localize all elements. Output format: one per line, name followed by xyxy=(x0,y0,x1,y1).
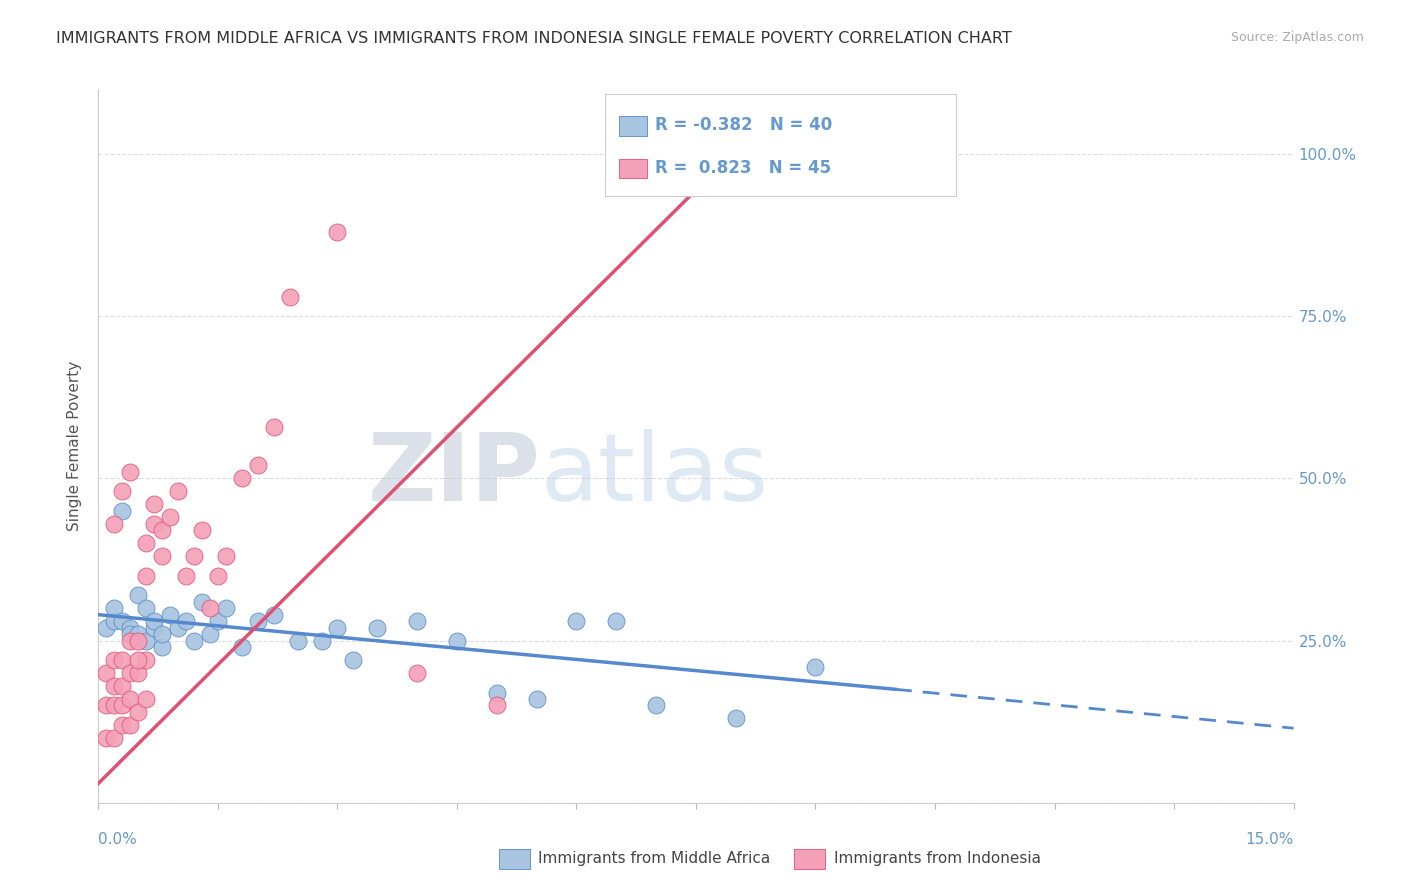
Point xyxy=(406,614,429,628)
Point xyxy=(103,679,125,693)
Point xyxy=(143,497,166,511)
Point xyxy=(127,633,149,648)
Point xyxy=(111,718,134,732)
Point xyxy=(342,653,364,667)
Point xyxy=(366,621,388,635)
Point xyxy=(111,653,134,667)
Point xyxy=(485,698,508,713)
Point xyxy=(111,679,134,693)
Point xyxy=(159,510,181,524)
Point xyxy=(207,614,229,628)
Point xyxy=(120,633,142,648)
Point xyxy=(326,621,349,635)
Point xyxy=(103,601,125,615)
Point xyxy=(167,621,190,635)
Point xyxy=(111,484,134,499)
Text: atlas: atlas xyxy=(540,428,769,521)
Point xyxy=(150,549,173,564)
Point xyxy=(127,653,149,667)
Point xyxy=(120,465,142,479)
Point xyxy=(120,627,142,641)
Point xyxy=(263,419,285,434)
Point xyxy=(565,614,588,628)
Point xyxy=(96,666,118,681)
Point xyxy=(263,607,285,622)
Point xyxy=(191,524,214,538)
Point xyxy=(174,614,197,628)
Point xyxy=(120,718,142,732)
Point xyxy=(246,614,269,628)
Point xyxy=(127,627,149,641)
Point xyxy=(96,698,118,713)
Point xyxy=(111,698,134,713)
Point xyxy=(120,692,142,706)
Point xyxy=(143,621,166,635)
Point xyxy=(103,731,125,745)
Point xyxy=(135,536,157,550)
Point xyxy=(150,640,173,654)
Point xyxy=(127,705,149,719)
Point xyxy=(103,516,125,531)
Text: Source: ZipAtlas.com: Source: ZipAtlas.com xyxy=(1230,31,1364,45)
Point xyxy=(287,633,309,648)
Point xyxy=(127,666,149,681)
Point xyxy=(605,614,627,628)
Point xyxy=(804,659,827,673)
Point xyxy=(103,653,125,667)
Point xyxy=(96,621,118,635)
Point xyxy=(143,516,166,531)
Point xyxy=(183,549,205,564)
Point xyxy=(127,588,149,602)
Point xyxy=(724,711,747,725)
Point xyxy=(103,614,125,628)
Point xyxy=(526,692,548,706)
Point xyxy=(326,225,349,239)
Point xyxy=(167,484,190,499)
Y-axis label: Single Female Poverty: Single Female Poverty xyxy=(67,361,83,531)
Point xyxy=(150,524,173,538)
Point xyxy=(246,458,269,473)
Point xyxy=(120,666,142,681)
Point xyxy=(231,640,253,654)
Point xyxy=(135,568,157,582)
Point xyxy=(446,633,468,648)
Text: 0.0%: 0.0% xyxy=(98,832,138,847)
Point xyxy=(311,633,333,648)
Point xyxy=(485,685,508,699)
Point xyxy=(278,290,301,304)
Text: ZIP: ZIP xyxy=(368,428,540,521)
Point xyxy=(231,471,253,485)
Point xyxy=(174,568,197,582)
Point xyxy=(103,698,125,713)
Point xyxy=(183,633,205,648)
Point xyxy=(191,595,214,609)
Text: R =  0.823   N = 45: R = 0.823 N = 45 xyxy=(655,159,831,177)
Point xyxy=(143,614,166,628)
Text: Immigrants from Indonesia: Immigrants from Indonesia xyxy=(834,851,1040,865)
Text: 15.0%: 15.0% xyxy=(1246,832,1294,847)
Point xyxy=(135,601,157,615)
Point xyxy=(120,621,142,635)
Point xyxy=(135,692,157,706)
Point xyxy=(135,653,157,667)
Point xyxy=(111,504,134,518)
Point xyxy=(198,627,221,641)
Text: R = -0.382   N = 40: R = -0.382 N = 40 xyxy=(655,116,832,134)
Point xyxy=(198,601,221,615)
Point xyxy=(111,614,134,628)
Text: Immigrants from Middle Africa: Immigrants from Middle Africa xyxy=(538,851,770,865)
Point xyxy=(159,607,181,622)
Text: IMMIGRANTS FROM MIDDLE AFRICA VS IMMIGRANTS FROM INDONESIA SINGLE FEMALE POVERTY: IMMIGRANTS FROM MIDDLE AFRICA VS IMMIGRA… xyxy=(56,31,1012,46)
Point xyxy=(215,549,238,564)
Point xyxy=(207,568,229,582)
Point xyxy=(135,633,157,648)
Point xyxy=(215,601,238,615)
Point xyxy=(96,731,118,745)
Point xyxy=(645,698,668,713)
Point xyxy=(406,666,429,681)
Point xyxy=(150,627,173,641)
